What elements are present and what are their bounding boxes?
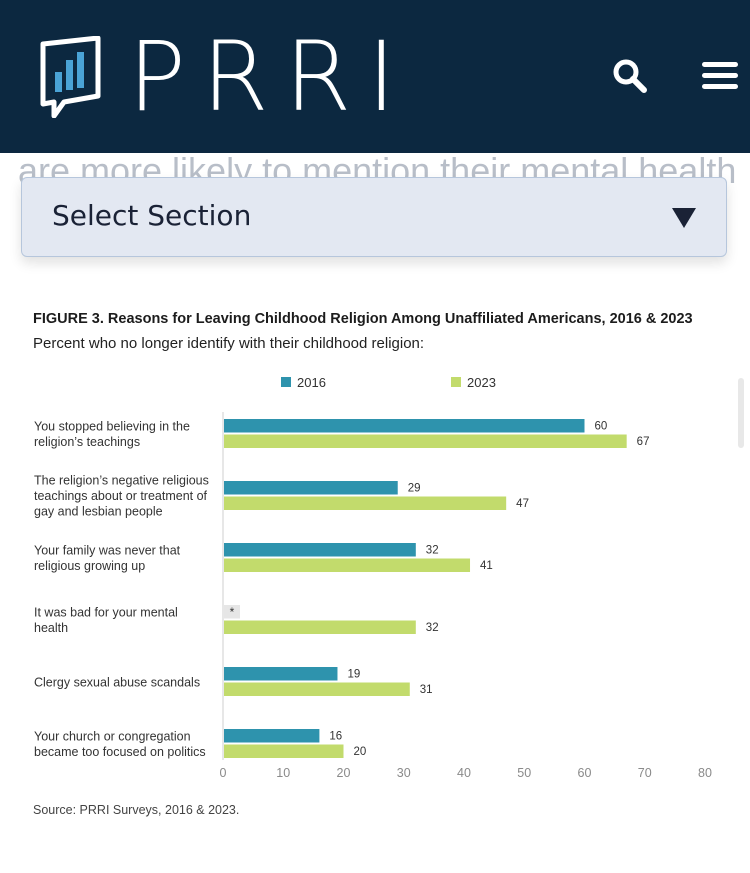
category-label: Your church or congregation became too fo…	[34, 729, 206, 759]
prri-logo-icon[interactable]	[40, 36, 102, 118]
data-label-2016: 32	[426, 545, 439, 557]
data-label-2016: 60	[595, 421, 608, 433]
category-label: Your family was never that religious grow…	[34, 543, 181, 573]
select-section-dropdown[interactable]: Select Section	[21, 177, 727, 257]
bar-2016	[224, 729, 320, 743]
figure-subtitle: Percent who no longer identify with thei…	[33, 335, 425, 352]
category-label: The religion’s negative religious teachin…	[34, 473, 209, 518]
bar-2023	[224, 496, 507, 510]
data-label-2023: 32	[426, 622, 439, 634]
data-label-2023: 67	[637, 436, 650, 448]
site-header: PRRI	[0, 0, 750, 153]
x-tick-label: 10	[276, 766, 290, 780]
bar-2023	[224, 434, 627, 448]
data-label-2016: 16	[329, 731, 342, 743]
data-label-2023: 41	[480, 560, 493, 572]
x-tick-label: 60	[578, 766, 592, 780]
x-tick-label: 70	[638, 766, 652, 780]
legend-label-2023: 2023	[467, 375, 496, 390]
prri-wordmark[interactable]: PRRI	[128, 21, 412, 133]
category-label: It was bad for your mental health	[34, 605, 178, 635]
caret-down-icon	[672, 208, 696, 228]
data-label-2023: 31	[420, 684, 433, 696]
data-label-2016: 19	[347, 669, 360, 681]
figure-title: FIGURE 3. Reasons for Leaving Childhood …	[33, 311, 693, 327]
bar-2016	[224, 419, 585, 433]
legend-swatch-2016	[281, 377, 291, 387]
bar-2023	[224, 744, 344, 758]
bar-2016	[224, 667, 338, 681]
data-label-2023: 20	[354, 746, 367, 758]
bar-2016	[224, 481, 398, 495]
figure-source: Source: PRRI Surveys, 2016 & 2023.	[33, 803, 240, 817]
bar-missing-2016	[224, 605, 240, 619]
x-tick-label: 40	[457, 766, 471, 780]
data-label-2023: 47	[516, 498, 529, 510]
scrollbar[interactable]	[738, 378, 744, 448]
bar-2023	[224, 620, 416, 634]
category-label: Clergy sexual abuse scandals	[34, 675, 200, 689]
bar-2016	[224, 543, 416, 557]
select-section-label: Select Section	[52, 199, 252, 232]
x-tick-label: 30	[397, 766, 411, 780]
x-tick-label: 80	[698, 766, 712, 780]
data-label-2016: 29	[408, 483, 421, 495]
x-tick-label: 50	[517, 766, 531, 780]
bar-2023	[224, 558, 471, 572]
legend-swatch-2023	[451, 377, 461, 387]
category-label: You stopped believing in the religion’s t…	[34, 419, 190, 449]
x-tick-label: 20	[337, 766, 351, 780]
hamburger-menu-icon[interactable]	[700, 60, 740, 92]
x-tick-label: 0	[220, 766, 227, 780]
legend-label-2016: 2016	[297, 375, 326, 390]
bar-2023	[224, 682, 410, 696]
data-label-2016: *	[230, 605, 235, 619]
search-icon[interactable]	[612, 58, 648, 94]
